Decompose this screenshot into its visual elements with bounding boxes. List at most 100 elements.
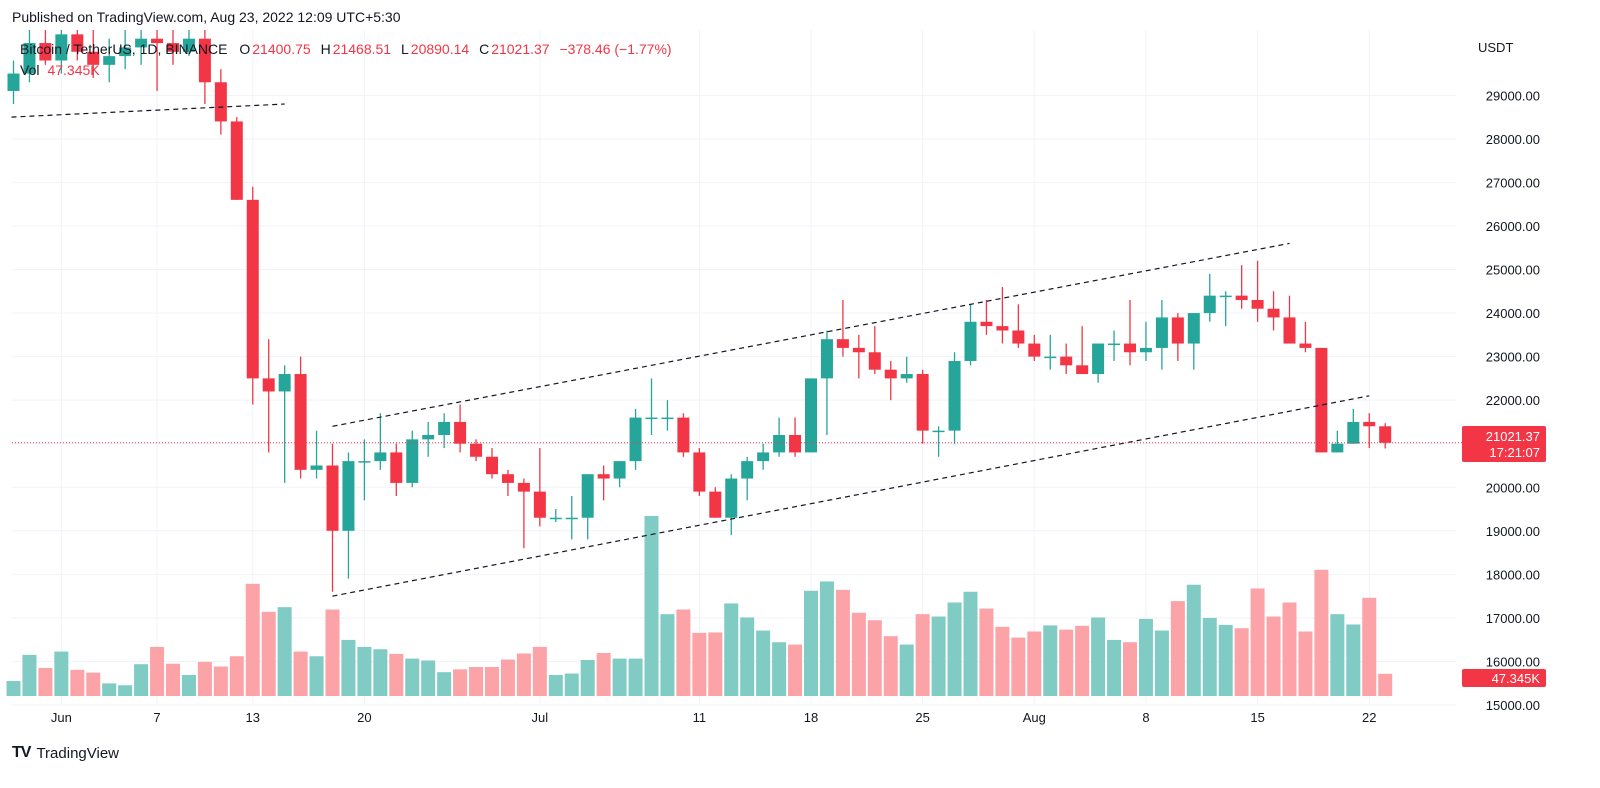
candle-body (884, 369, 897, 379)
candle-body (1251, 300, 1264, 309)
volume-bar (819, 581, 834, 696)
candle-body (454, 421, 467, 444)
footer-brand[interactable]: TV TradingView (12, 744, 119, 762)
candle-body (198, 38, 211, 83)
volume-bar (644, 516, 659, 696)
volume-bar (1107, 639, 1122, 696)
last-price-value: 21021.37 (1486, 429, 1540, 444)
candle-body (1076, 365, 1089, 375)
candle-body (1044, 356, 1057, 359)
volume-bar (1250, 588, 1265, 696)
volume-bar (1059, 629, 1074, 696)
price-tick-label: 22000.00 (1486, 393, 1540, 408)
published-header: Published on TradingView.com, Aug 23, 20… (12, 9, 401, 25)
volume-label: Vol (20, 62, 40, 78)
price-tick-label: 23000.00 (1486, 350, 1540, 365)
candle-body (581, 474, 594, 518)
candlesticks (7, 30, 1392, 592)
volume-bar (1266, 616, 1281, 696)
volume-bar (596, 652, 611, 696)
volume-bar (54, 651, 69, 696)
candle-body (613, 461, 626, 479)
date-tick-label: 22 (1362, 710, 1376, 725)
volume-value: 47.345K (47, 62, 100, 78)
candle-body (7, 73, 20, 91)
candle-body (214, 82, 227, 122)
volume-bar (70, 669, 85, 696)
volume-bar (421, 660, 436, 696)
volume-bar (485, 667, 499, 696)
volume-bar (309, 656, 324, 696)
symbol-name[interactable]: Bitcoin / TetherUS, 1D, BINANCE (20, 41, 228, 57)
volume-bar (1138, 618, 1153, 696)
volume-bar (261, 611, 276, 696)
candle-body (1299, 343, 1312, 348)
candle-body (629, 417, 642, 462)
candle-body (948, 360, 961, 431)
candle-body (1171, 317, 1184, 344)
volume-bar (883, 636, 898, 696)
candle-body (757, 452, 770, 462)
candle-body (820, 339, 833, 379)
candle-body (246, 199, 259, 379)
tradingview-logo-icon: TV (12, 744, 31, 761)
volume-bar (995, 626, 1010, 696)
volume-bar (788, 644, 803, 696)
volume-bar (197, 661, 212, 696)
volume-bar (6, 681, 21, 696)
volume-bar (118, 685, 133, 696)
volume-bar (22, 654, 37, 696)
volume-bar (389, 653, 404, 696)
volume-bar (453, 669, 468, 696)
volume-bar (756, 630, 771, 696)
volume-bar (500, 659, 515, 696)
candle-body (1219, 295, 1232, 298)
candle-body (390, 452, 403, 483)
candle-body (916, 374, 929, 431)
volume-bar (437, 672, 452, 696)
open-label: O (239, 41, 251, 57)
candle-body (533, 491, 546, 518)
volume-bar (692, 632, 707, 696)
candle-body (549, 517, 562, 520)
candle-body (1060, 356, 1073, 366)
change-value: −378.46 (−1.77%) (559, 41, 672, 57)
volume-bar (150, 646, 165, 696)
trendline-resistance-old (11, 103, 285, 118)
date-tick-label: Jul (532, 710, 549, 725)
date-tick-label: 15 (1250, 710, 1264, 725)
price-tick-label: 28000.00 (1486, 132, 1540, 147)
volume-bar (1202, 617, 1217, 696)
volume-bar (1170, 601, 1185, 696)
price-axis[interactable]: 15000.00 16000.00 17000.00 18000.00 19000.00… (1486, 88, 1540, 713)
volume-legend[interactable]: Vol 47.345K (20, 62, 100, 78)
candle-body (677, 417, 690, 453)
volume-bar (548, 674, 563, 696)
volume-bar (1362, 597, 1377, 696)
symbol-legend[interactable]: Bitcoin / TetherUS, 1D, BINANCE O 21400.7… (20, 41, 678, 57)
candle-body (1235, 295, 1248, 300)
volume-bar (341, 639, 356, 696)
volume-bar (1234, 628, 1249, 696)
volume-bar (1298, 631, 1313, 696)
volume-bar (1075, 625, 1090, 696)
volume-bar (708, 632, 723, 696)
candle-body (230, 121, 243, 200)
candle-body (1203, 295, 1216, 314)
candle-body (597, 474, 610, 479)
currency-label: USDT (1478, 40, 1513, 55)
candle-body (87, 51, 100, 65)
high-label: H (320, 41, 331, 57)
candle-body (1283, 317, 1296, 344)
candle-body (1315, 347, 1328, 453)
volume-bar (1091, 617, 1106, 696)
candle-body (836, 339, 849, 348)
time-axis[interactable]: Jun 7 13 20 Jul 11 18 25 Aug 8 15 22 (51, 710, 1377, 725)
volume-bar (676, 609, 691, 696)
candle-body (1092, 343, 1105, 375)
volume-bar (38, 667, 53, 696)
volume-bar (612, 658, 627, 696)
volume-bars (6, 516, 1393, 696)
candle-body (135, 38, 148, 48)
